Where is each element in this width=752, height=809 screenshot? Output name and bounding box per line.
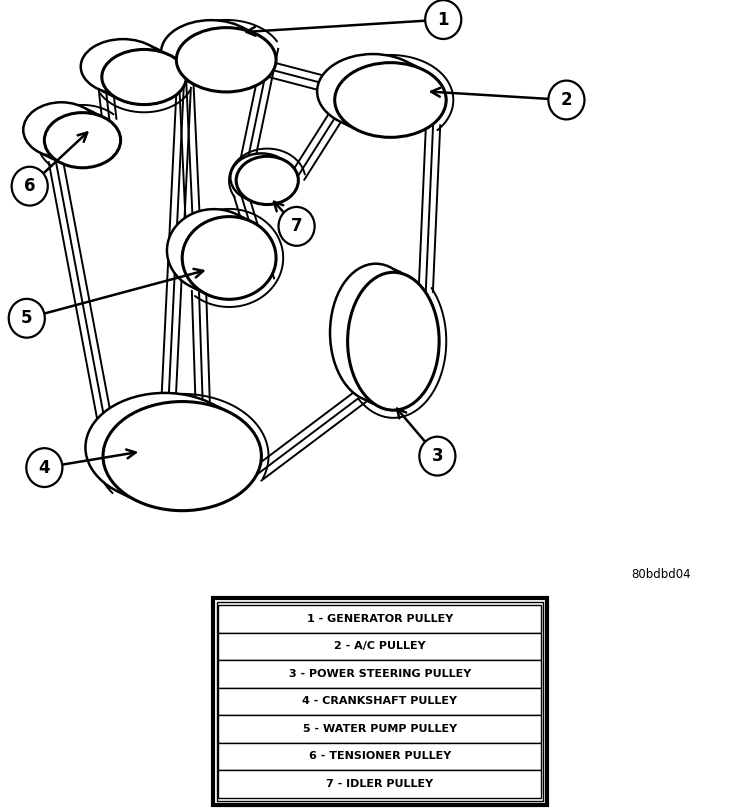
Ellipse shape [347, 273, 439, 410]
Bar [218, 688, 541, 715]
Ellipse shape [182, 217, 276, 299]
Ellipse shape [102, 49, 186, 104]
Circle shape [26, 448, 62, 487]
Ellipse shape [38, 109, 114, 164]
Text: 6: 6 [24, 177, 35, 195]
Text: 1 - GENERATOR PULLEY: 1 - GENERATOR PULLEY [307, 614, 453, 624]
Text: 2 - A/C PULLEY: 2 - A/C PULLEY [334, 642, 426, 651]
Text: 2: 2 [560, 91, 572, 109]
FancyBboxPatch shape [217, 602, 543, 801]
Bar [218, 715, 541, 743]
Ellipse shape [30, 106, 107, 161]
Ellipse shape [80, 39, 165, 95]
Ellipse shape [23, 102, 99, 158]
Text: 80bdbd04: 80bdbd04 [632, 568, 691, 581]
Ellipse shape [176, 28, 276, 92]
Ellipse shape [330, 264, 422, 401]
Ellipse shape [167, 210, 261, 292]
Text: 6 - TENSIONER PULLEY: 6 - TENSIONER PULLEY [308, 752, 451, 761]
Text: 4: 4 [38, 459, 50, 477]
Text: 1: 1 [438, 11, 449, 28]
Circle shape [9, 299, 45, 337]
Circle shape [425, 0, 461, 39]
Ellipse shape [86, 393, 244, 502]
Bar [218, 743, 541, 770]
Ellipse shape [174, 213, 268, 295]
Ellipse shape [335, 62, 446, 138]
Text: 3 - POWER STEERING PULLEY: 3 - POWER STEERING PULLEY [289, 669, 471, 679]
Ellipse shape [339, 268, 430, 406]
Circle shape [420, 437, 456, 476]
Ellipse shape [103, 401, 262, 510]
Ellipse shape [44, 112, 120, 167]
Ellipse shape [317, 54, 429, 129]
Text: 4 - CRANKSHAFT PULLEY: 4 - CRANKSHAFT PULLEY [302, 697, 457, 706]
Text: 7: 7 [291, 218, 302, 235]
Ellipse shape [95, 46, 179, 101]
Ellipse shape [88, 43, 172, 98]
Ellipse shape [230, 154, 293, 201]
Text: 7 - IDLER PULLEY: 7 - IDLER PULLEY [326, 779, 433, 789]
Ellipse shape [94, 397, 253, 506]
FancyBboxPatch shape [213, 598, 547, 805]
Bar [218, 770, 541, 798]
Circle shape [548, 81, 584, 120]
Ellipse shape [236, 156, 299, 205]
Bar [218, 660, 541, 688]
Circle shape [278, 207, 314, 246]
Ellipse shape [326, 58, 438, 133]
Text: 3: 3 [432, 447, 443, 465]
Ellipse shape [168, 24, 268, 88]
Bar [218, 605, 541, 633]
Bar [218, 633, 541, 660]
Text: 5: 5 [21, 309, 32, 328]
Text: 5 - WATER PUMP PULLEY: 5 - WATER PUMP PULLEY [303, 724, 456, 734]
Circle shape [12, 167, 48, 205]
Ellipse shape [161, 20, 261, 84]
